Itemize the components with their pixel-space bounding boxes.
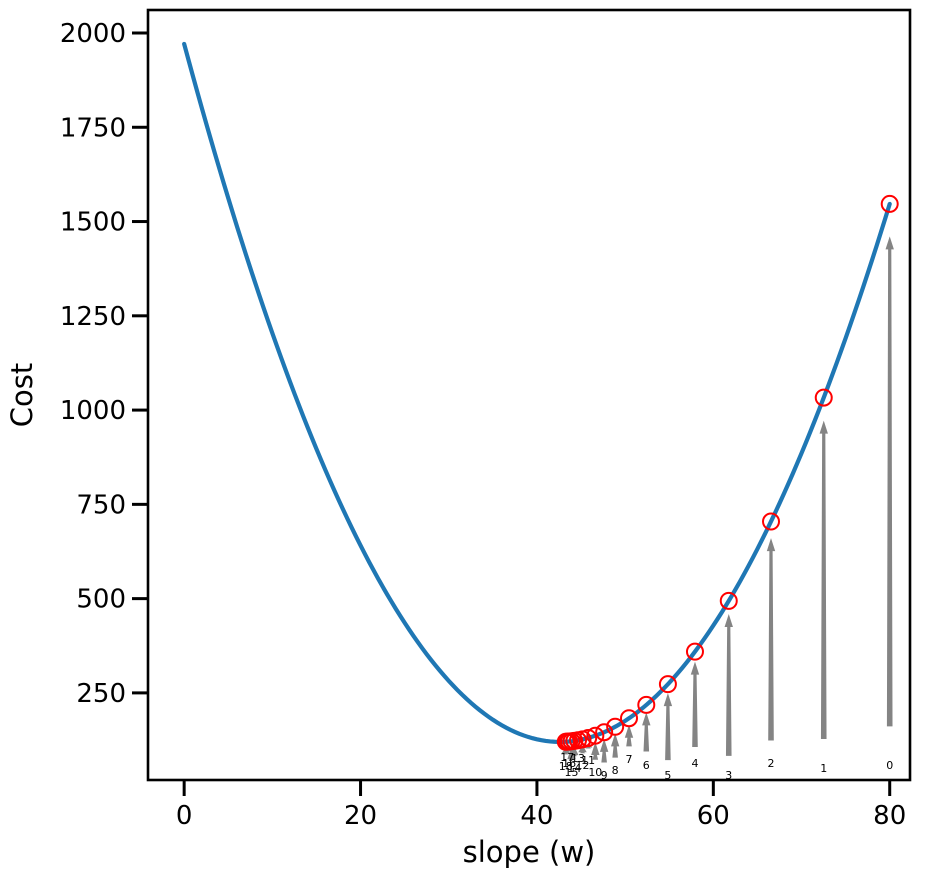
- descent-arrow-10: [591, 741, 600, 760]
- iteration-label-1: 1: [820, 762, 827, 775]
- x-tick-label: 0: [176, 801, 193, 831]
- descent-arrow-8: [610, 733, 620, 758]
- x-axis-label: slope (w): [463, 835, 596, 869]
- y-tick-label: 1750: [60, 113, 126, 143]
- plot-border: [146, 8, 912, 782]
- y-tick-label: 1500: [60, 208, 126, 238]
- x-tick-label: 40: [520, 801, 553, 831]
- iteration-label-18: 18: [559, 760, 573, 773]
- plot-content: 0 20 40 60 80 250 500 750 1000 1250 1500 1750 2000 0 1…: [60, 19, 906, 831]
- iteration-label-5: 5: [664, 769, 671, 782]
- y-tick-label: 1000: [60, 396, 126, 426]
- descent-point-2: [762, 512, 781, 531]
- iteration-label-7: 7: [626, 753, 633, 766]
- descent-arrow-15: [567, 747, 576, 761]
- descent-arrow-18: [561, 747, 570, 755]
- descent-arrow-0: [885, 236, 894, 727]
- x-tick-label: 80: [873, 801, 906, 831]
- iteration-label-14: 14: [567, 762, 581, 775]
- descent-point-18: [556, 732, 575, 751]
- descent-point-6: [637, 695, 656, 714]
- descent-point-0: [880, 194, 899, 213]
- descent-point-5: [658, 675, 677, 694]
- descent-arrow-2: [766, 538, 776, 741]
- x-tick-label: 20: [344, 801, 377, 831]
- y-tick-label: 250: [76, 679, 126, 709]
- descent-arrow-4: [690, 661, 700, 748]
- y-tick-label: 2000: [60, 19, 126, 49]
- descent-point-1: [814, 388, 833, 407]
- iteration-label-13: 13: [571, 752, 585, 765]
- iteration-label-16: 16: [562, 757, 576, 770]
- y-axis-label: Cost: [5, 363, 39, 427]
- iteration-label-6: 6: [643, 759, 650, 772]
- iteration-label-11: 11: [581, 754, 595, 767]
- iteration-label-8: 8: [612, 764, 619, 777]
- iteration-label-2: 2: [768, 757, 775, 770]
- descent-point-8: [606, 717, 625, 736]
- descent-arrow-12: [578, 745, 587, 754]
- iteration-label-10: 10: [588, 766, 602, 779]
- descent-arrow-1: [819, 420, 828, 739]
- descent-arrow-7: [624, 724, 634, 747]
- y-tick-label: 1250: [60, 302, 126, 332]
- y-tick-label: 500: [76, 585, 126, 615]
- iteration-label-3: 3: [725, 769, 732, 782]
- descent-point-9: [595, 723, 614, 742]
- descent-point-7: [620, 709, 639, 728]
- descent-arrow-3: [724, 614, 733, 756]
- descent-point-3: [719, 591, 738, 610]
- iteration-label-15: 15: [565, 766, 579, 779]
- descent-arrow-6: [642, 712, 651, 752]
- y-tick-label: 750: [76, 490, 126, 520]
- iteration-label-9: 9: [601, 769, 608, 782]
- descent-point-4: [685, 642, 704, 661]
- iteration-label-4: 4: [691, 757, 698, 770]
- descent-arrow-9: [599, 738, 609, 763]
- cost-curve: [182, 41, 892, 745]
- descent-arrow-5: [663, 693, 673, 761]
- x-tick-label: 60: [697, 801, 730, 831]
- iteration-label-12: 12: [576, 759, 590, 772]
- descent-point-10: [586, 726, 605, 745]
- iteration-label-17: 17: [560, 751, 574, 764]
- iteration-label-0: 0: [886, 759, 893, 772]
